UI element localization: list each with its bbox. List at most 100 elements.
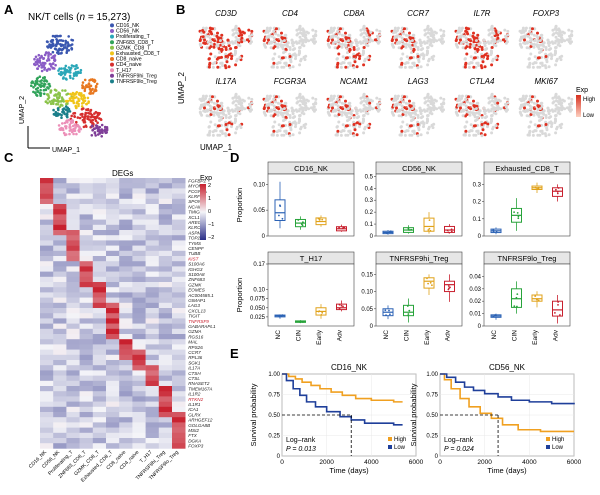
heatmap-cell [40, 282, 54, 288]
feature-cell [442, 101, 446, 105]
heatmap-cell [119, 235, 133, 241]
feature-cell [352, 123, 356, 126]
umap-cell [95, 82, 99, 86]
survival-ytick: 0.25 [268, 434, 280, 440]
heatmap-cell [40, 297, 54, 304]
feature-cell [275, 95, 278, 99]
feature-cell [529, 107, 532, 111]
heatmap-gene-label: RGS16 [188, 334, 204, 339]
feature-cell [496, 108, 500, 112]
heatmap-cell [119, 276, 133, 283]
feature-cell [544, 134, 548, 138]
heatmap-cell [158, 266, 173, 272]
feature-cell [304, 104, 308, 108]
heatmap-gene-label: GZMK [188, 282, 202, 287]
feature-cell [521, 94, 525, 98]
heatmap-cell [106, 432, 120, 439]
feature-cell [369, 98, 373, 102]
heatmap-cell [158, 188, 173, 194]
feature-gene-title: CD8A [343, 9, 364, 18]
heatmap-cell [79, 209, 94, 215]
heatmap-cell [119, 323, 133, 330]
feature-cell [290, 38, 294, 42]
feature-cell [483, 65, 487, 69]
heatmap-cell [66, 375, 80, 382]
heatmap-cell [172, 224, 186, 231]
heatmap-cell [145, 282, 160, 288]
feature-cell [467, 65, 471, 69]
heatmap-cell [145, 240, 160, 246]
feature-cell [494, 124, 498, 128]
umap-cell [45, 40, 49, 43]
umap-cell [56, 34, 59, 38]
heatmap-cell [53, 427, 67, 434]
heatmap-cell [132, 183, 146, 189]
feature-cell [419, 44, 423, 48]
heatmap-gene-label: FCGR3A [188, 189, 207, 194]
feature-cell [341, 39, 345, 43]
feature-cell [570, 40, 573, 44]
feature-cell [336, 97, 340, 101]
boxplot-point [557, 301, 559, 303]
feature-cell [404, 42, 408, 46]
heatmap-cell [66, 240, 80, 246]
feature-cell [312, 34, 315, 38]
umap-cell [56, 103, 60, 106]
boxplot-frame [375, 173, 463, 237]
heatmap-cell [40, 209, 54, 215]
umap-cell [57, 124, 61, 127]
heatmap-cell [132, 401, 146, 408]
heatmap-cell [132, 193, 146, 200]
survival-curve-high [440, 373, 574, 433]
feature-cell [362, 63, 366, 67]
survival-pvalue: P = 0.024 [444, 446, 474, 453]
heatmap-cell [66, 391, 80, 397]
feature-cell [549, 47, 553, 51]
survival-xtick: 4000 [522, 459, 537, 466]
feature-cell [332, 26, 336, 30]
feature-cell [536, 65, 540, 69]
panel-label-c: C [4, 150, 14, 165]
feature-cell [362, 35, 366, 39]
feature-cell [280, 40, 284, 44]
feature-cell [472, 99, 475, 103]
boxplot-point [494, 314, 496, 317]
heatmap-cell [132, 339, 146, 345]
umap-cell [65, 125, 68, 128]
heatmap-cell [40, 406, 54, 413]
heatmap-cell [92, 432, 107, 439]
feature-cell [540, 101, 544, 105]
feature-cell [442, 97, 446, 101]
feature-cell [339, 27, 342, 31]
heatmap-cell [132, 365, 146, 371]
boxplot-point [535, 298, 538, 301]
heatmap-cell [53, 401, 67, 408]
heatmap-cell [106, 334, 120, 340]
heatmap-cell [158, 271, 173, 278]
heatmap-cell [145, 391, 160, 397]
feature-cell [400, 29, 404, 33]
feature-cell [397, 46, 401, 50]
heatmap-cell [119, 396, 133, 402]
boxplot-group-label: Adv [553, 329, 560, 341]
feature-cell [532, 101, 536, 105]
umap-cell [58, 34, 62, 38]
boxplot-point [321, 218, 324, 221]
boxplot-group-label: CIN [512, 330, 519, 342]
feature-cell [482, 38, 486, 42]
feature-cell [354, 109, 358, 113]
feature-cell [463, 57, 467, 61]
heatmap-cell [40, 386, 54, 392]
feature-cell [491, 28, 495, 32]
heatmap-cell [92, 297, 107, 304]
umap-cell [51, 101, 54, 104]
feature-cell [527, 133, 531, 137]
feature-cell [560, 33, 564, 37]
heatmap-cell [92, 308, 107, 314]
heatmap-cell [53, 349, 67, 356]
heatmap-cell [145, 406, 160, 413]
heatmap-cell [119, 375, 133, 382]
heatmap-cell [132, 422, 146, 428]
feature-cell [352, 134, 356, 138]
feature-cell [302, 97, 306, 101]
